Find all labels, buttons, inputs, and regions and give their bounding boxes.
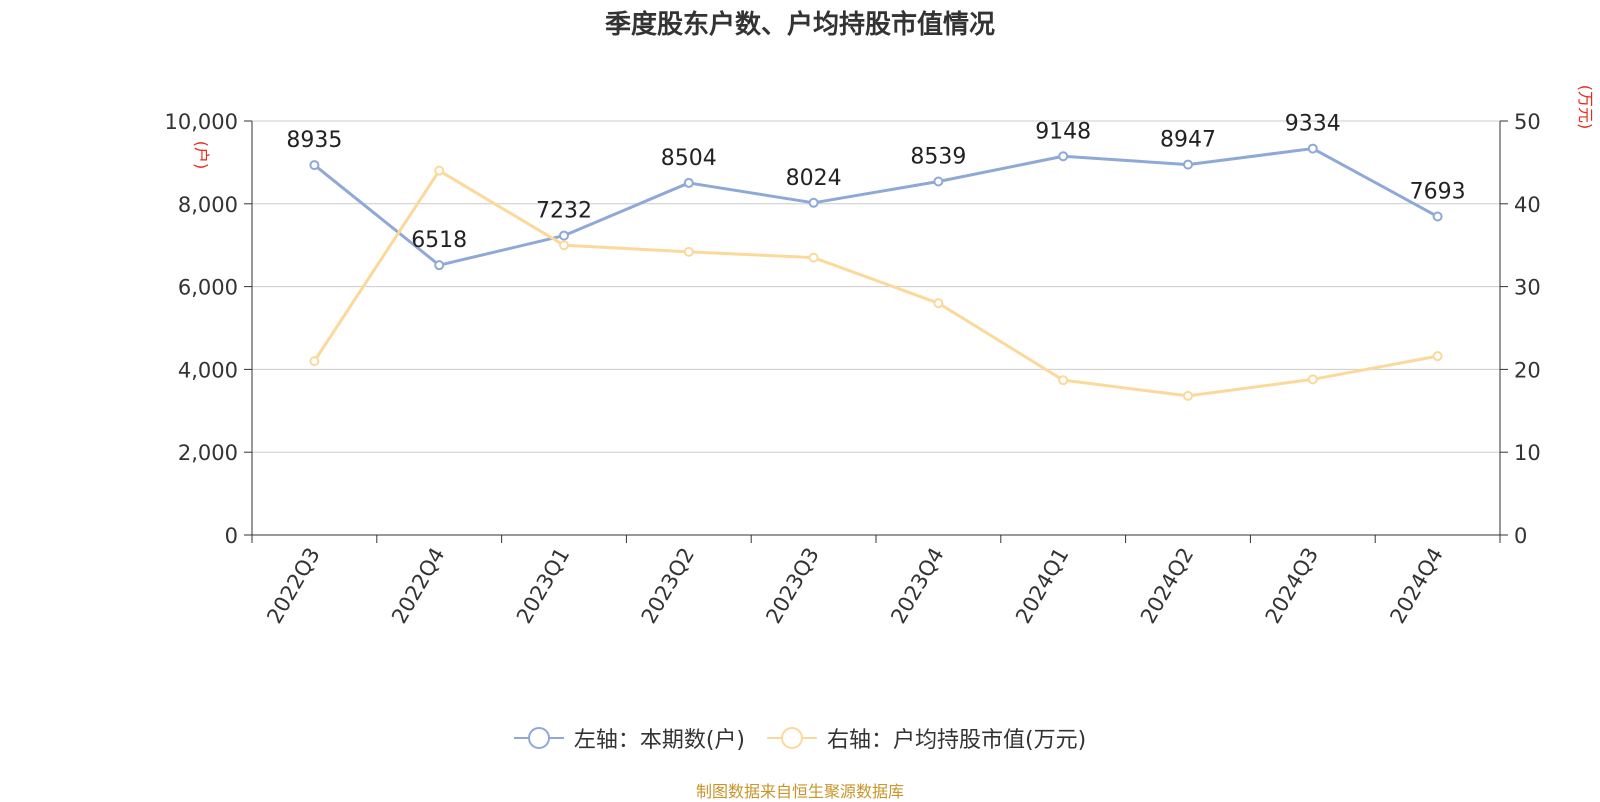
value-point: [1432, 351, 1443, 362]
holders-data-label: 8539: [910, 144, 966, 169]
holders-data-label: 8024: [786, 166, 842, 191]
value-point: [559, 240, 569, 251]
holders-data-label: 9148: [1035, 119, 1091, 144]
legend-holders-icon: [513, 727, 564, 749]
x-axis-tick-label: 2023Q2: [637, 544, 699, 628]
x-axis-tick-label: 2024Q2: [1136, 544, 1198, 628]
right-axis-tick-label: 10: [1514, 441, 1541, 465]
grid-layer: [252, 120, 1500, 453]
holders-data-label: 9334: [1285, 112, 1341, 137]
left-axis-unit: (户): [192, 141, 211, 170]
holders-point: [434, 260, 445, 271]
data-label-layer: 8935 6518 7232 8504 8024 8539 9148 8947 9334 7693: [286, 112, 1465, 254]
x-axis-tick-label: 2024Q3: [1261, 544, 1323, 628]
left-axis-tick-label: 0: [225, 524, 238, 548]
axis-layer: 0 2,000 4,000 6,000 8,000 10,000 0 10 20 30 40 50 (户…: [165, 85, 1595, 628]
holders-data-label: 7232: [536, 199, 592, 224]
legend-holders-label: 左轴：本期数(户): [573, 728, 745, 753]
source-note: 制图数据来自恒生聚源数据库: [695, 782, 904, 801]
holders-point: [683, 177, 694, 188]
value-point: [1183, 390, 1193, 401]
x-axis-tick-label: 2023Q4: [886, 544, 948, 628]
left-axis-tick-label: 10,000: [165, 110, 238, 134]
x-axis-tick-label: 2022Q3: [262, 544, 324, 628]
holders-point: [1307, 143, 1318, 154]
holders-data-label: 8935: [286, 128, 342, 153]
right-axis-unit: (万元): [1576, 85, 1595, 130]
value-point: [309, 356, 320, 367]
value-point: [434, 165, 445, 176]
holders-series-line: [313, 147, 1439, 267]
x-axis-tick-label: 2023Q1: [512, 544, 574, 628]
holders-point: [559, 230, 569, 241]
series-layer: [309, 143, 1443, 401]
holders-data-label: 6518: [411, 228, 467, 253]
holders-point: [1058, 151, 1069, 162]
x-axis-tick-label: 2023Q3: [761, 544, 823, 628]
legend: 左轴：本期数(户) 右轴：户均持股市值(万元): [0, 722, 1600, 754]
value-point: [1058, 375, 1069, 386]
value-point: [933, 298, 944, 309]
holders-data-label: 8504: [661, 146, 717, 171]
right-axis-tick-label: 20: [1514, 358, 1541, 382]
x-axis-tick-label: 2024Q1: [1011, 544, 1073, 628]
right-axis-tick-label: 30: [1514, 276, 1541, 300]
left-axis-tick-label: 6,000: [178, 276, 238, 300]
holders-point: [309, 160, 320, 171]
left-axis-tick-label: 2,000: [178, 441, 238, 465]
holders-point: [1183, 159, 1193, 170]
value-point: [808, 252, 819, 263]
legend-item-holders[interactable]: 左轴：本期数(户): [513, 722, 745, 754]
right-axis-tick-label: 50: [1514, 110, 1541, 134]
holders-data-label: 7693: [1410, 180, 1466, 205]
holders-point: [933, 176, 944, 187]
value-point: [683, 246, 694, 257]
right-axis-tick-label: 40: [1514, 193, 1541, 217]
legend-value-icon: [767, 727, 817, 749]
holders-data-label: 8947: [1160, 128, 1216, 153]
right-axis-tick-label: 0: [1514, 524, 1527, 548]
x-axis-tick-label: 2024Q4: [1385, 544, 1447, 628]
left-axis-tick-label: 8,000: [178, 193, 238, 217]
x-axis-tick-label: 2022Q4: [387, 544, 449, 628]
legend-value-label: 右轴：户均持股市值(万元): [827, 728, 1087, 753]
left-axis-tick-label: 4,000: [178, 358, 238, 382]
chart-title: 季度股东户数、户均持股市值情况: [604, 10, 995, 40]
legend-item-value[interactable]: 右轴：户均持股市值(万元): [767, 722, 1086, 754]
holders-point: [808, 197, 819, 208]
value-series-line: [313, 169, 1438, 398]
holders-point: [1432, 211, 1443, 222]
value-point: [1307, 374, 1318, 385]
